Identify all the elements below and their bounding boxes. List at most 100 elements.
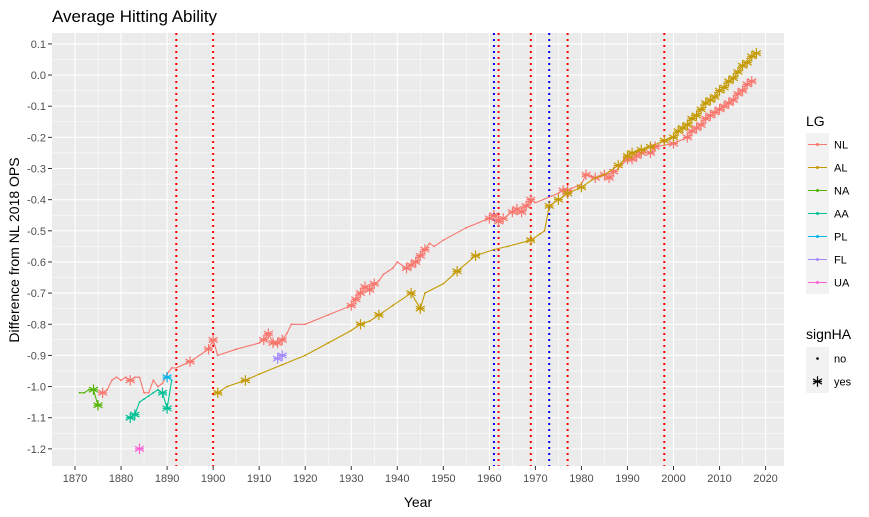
point-no-nl xyxy=(170,366,173,369)
point-yes-al xyxy=(696,104,706,115)
series-na xyxy=(78,384,103,411)
x-tick-label: 2000 xyxy=(661,473,685,485)
legend-shape-label: yes xyxy=(834,377,852,389)
x-tick-label: 1950 xyxy=(431,473,455,485)
series-nl xyxy=(97,76,757,398)
y-tick-label: -0.2 xyxy=(27,132,46,144)
point-yes-nl xyxy=(737,85,748,96)
point-no-aa xyxy=(138,401,141,404)
point-no-nl xyxy=(110,379,113,382)
asterisk-marker-icon xyxy=(812,376,823,387)
point-yes-al xyxy=(374,309,384,321)
point-yes-nl xyxy=(696,119,706,131)
legend-key-dot-ua xyxy=(816,281,819,284)
point-no-na xyxy=(83,391,86,394)
point-yes-al xyxy=(553,194,564,205)
point-yes-nl xyxy=(355,287,366,299)
point-no-al xyxy=(350,329,353,332)
point-yes-nl xyxy=(351,294,361,305)
point-no-aa xyxy=(147,395,150,397)
point-yes-al xyxy=(562,188,573,199)
point-no-al xyxy=(327,342,330,344)
x-tick-label: 1970 xyxy=(523,473,547,485)
point-yes-nl xyxy=(516,206,527,218)
point-no-al xyxy=(594,176,597,179)
y-tick-label: 0.0 xyxy=(31,70,46,82)
legend-label-nl: NL xyxy=(834,140,848,152)
legend-label-pl: PL xyxy=(834,232,847,244)
y-tick-label: -0.8 xyxy=(27,319,46,331)
point-yes-nl xyxy=(746,76,757,87)
legend-key-dot-nl xyxy=(816,143,819,146)
dot-marker-icon xyxy=(816,357,819,360)
point-yes-al xyxy=(723,76,734,87)
point-no-nl xyxy=(115,376,118,379)
point-no-nl xyxy=(235,348,238,351)
point-yes-al xyxy=(406,287,416,299)
legend-item-na: NA xyxy=(806,179,850,202)
point-yes-nl xyxy=(604,172,614,184)
point-yes-ua xyxy=(134,443,145,455)
point-no-al xyxy=(281,363,284,366)
point-no-al xyxy=(543,229,546,232)
point-yes-nl xyxy=(272,337,283,349)
point-yes-nl xyxy=(525,194,536,205)
point-yes-nl xyxy=(263,328,274,339)
point-no-nl xyxy=(304,323,307,326)
point-yes-al xyxy=(742,57,752,68)
series-fl xyxy=(272,350,287,364)
legend: LG NL AL NA AA PL FL UA signHA no yes xyxy=(806,113,852,393)
point-yes-al xyxy=(733,66,743,78)
point-no-nl xyxy=(138,376,141,379)
point-no-nl xyxy=(534,201,537,204)
point-no-nl xyxy=(285,332,288,335)
point-yes-nl xyxy=(406,259,416,271)
point-yes-al xyxy=(691,110,702,121)
point-no-nl xyxy=(465,226,468,229)
point-no-nl xyxy=(147,391,150,394)
point-yes-al xyxy=(710,91,720,103)
point-yes-pl xyxy=(162,372,172,383)
legend-item-aa: AA xyxy=(806,202,849,225)
point-no-al xyxy=(304,354,307,357)
panel-background xyxy=(52,33,784,466)
legend-shape-items: no yes xyxy=(806,347,852,393)
chart-title: Average Hitting Ability xyxy=(52,7,218,26)
point-no-al xyxy=(442,282,445,285)
y-tick-label: -0.5 xyxy=(27,226,46,238)
point-yes-al xyxy=(576,181,587,193)
point-yes-al xyxy=(415,303,426,314)
series-ua xyxy=(134,443,145,455)
legend-key-dot-pl xyxy=(816,235,819,238)
point-no-al xyxy=(391,304,394,307)
point-yes-nl xyxy=(369,278,380,289)
point-no-nl xyxy=(106,388,109,391)
point-no-nl xyxy=(391,267,394,270)
x-tick-label: 1900 xyxy=(201,473,225,485)
legend-label-na: NA xyxy=(834,186,850,198)
point-yes-nl xyxy=(493,216,504,227)
point-no-al xyxy=(506,245,509,248)
point-no-nl xyxy=(290,323,293,326)
y-axis-title: Difference from NL 2018 OPS xyxy=(6,157,22,342)
point-yes-al xyxy=(544,200,555,212)
x-tick-label: 1960 xyxy=(477,473,501,485)
point-no-al xyxy=(603,173,606,176)
x-axis: 1870 1880 1890 1900 1910 1920 1930 1940 1950 1960… xyxy=(63,466,778,485)
x-tick-label: 1930 xyxy=(339,473,363,485)
point-yes-nl xyxy=(125,375,136,386)
point-no-al xyxy=(226,385,228,388)
point-yes-al xyxy=(636,144,647,156)
point-no-nl xyxy=(442,239,445,242)
point-yes-nl xyxy=(346,300,357,311)
point-no-nl xyxy=(133,376,136,379)
point-yes-nl xyxy=(521,200,531,212)
legend-shape-item-no: no xyxy=(806,347,846,370)
point-no-nl xyxy=(143,391,145,394)
point-yes-nl xyxy=(203,343,214,355)
point-no-al xyxy=(424,292,426,295)
legend-key-dot-aa xyxy=(816,212,819,215)
x-tick-label: 2020 xyxy=(753,473,777,485)
point-yes-al xyxy=(673,125,683,137)
